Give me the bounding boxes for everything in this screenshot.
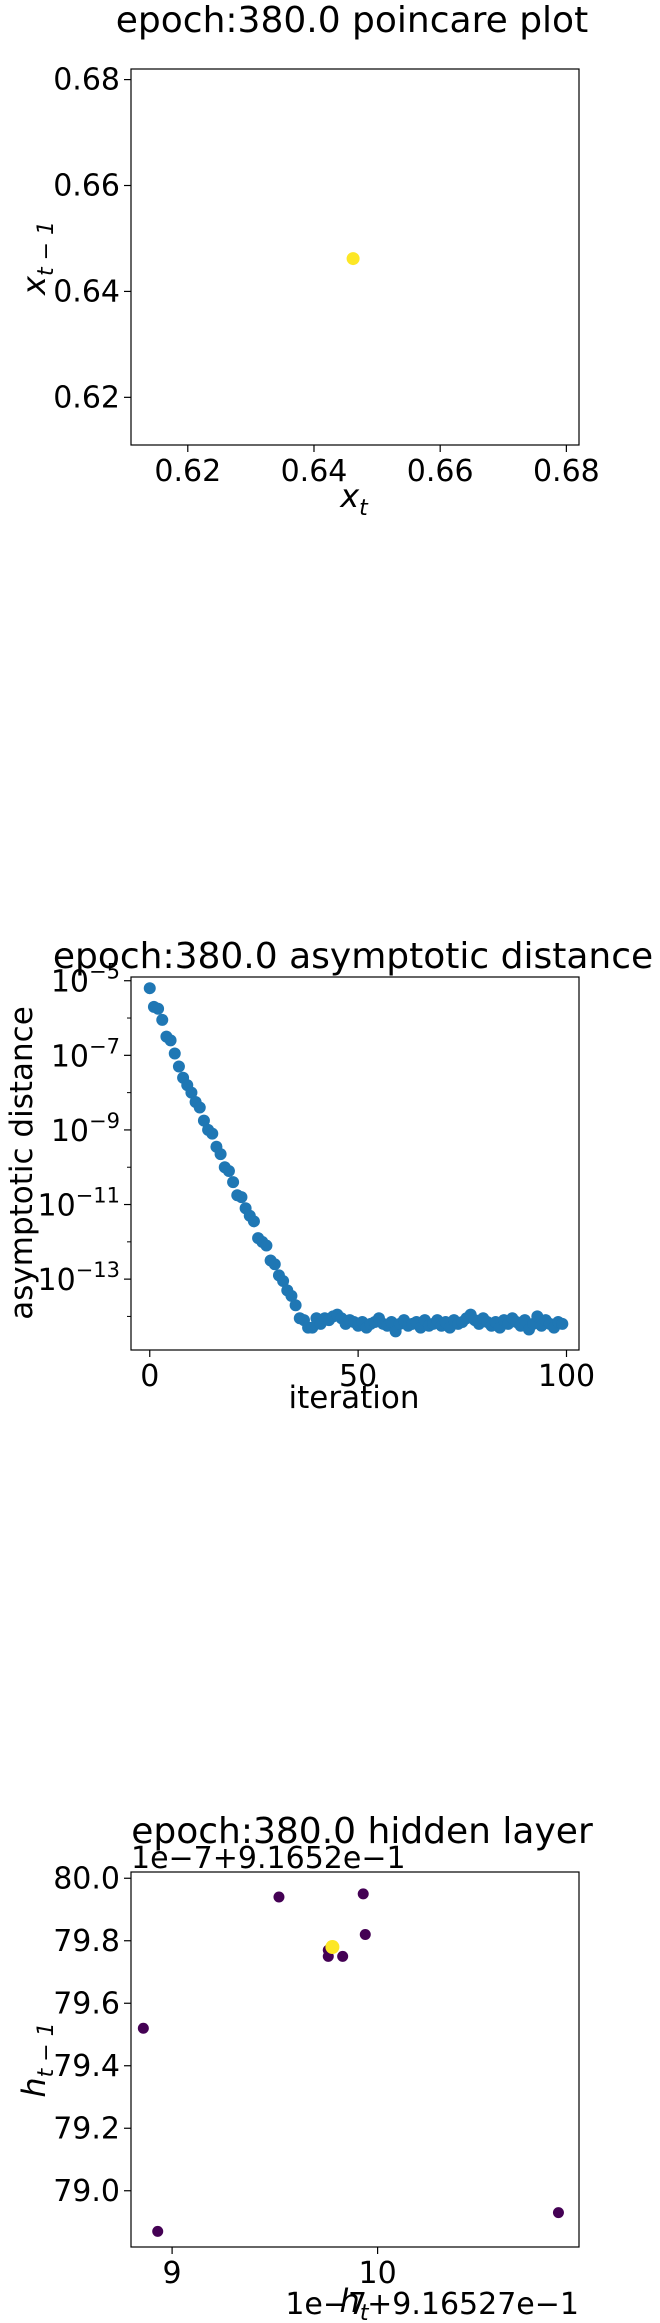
hidden-point — [357, 1888, 369, 1900]
hidden-y-tick-label: 79.6 — [53, 1986, 120, 2021]
asymptotic-point — [222, 1164, 235, 1177]
asymptotic-x-tick-label: 0 — [140, 1359, 159, 1394]
asymptotic-point — [164, 1034, 177, 1047]
hidden-y-tick-label: 79.2 — [53, 2111, 120, 2146]
poincare-x-label-main: x — [339, 477, 360, 515]
asymptotic-distance-title: epoch:380.0 asymptotic distance — [53, 936, 653, 977]
hidden-layer-title: epoch:380.0 hidden layer — [131, 1811, 593, 1852]
hidden-layer-y-offset-label: 1e−7+9.1652e−1 — [131, 1841, 406, 1876]
asymptotic-y-tick-label: 10−9 — [51, 1109, 120, 1149]
hidden-point — [325, 1940, 340, 1954]
asymptotic-point — [185, 1086, 198, 1099]
hidden-x-axis-label: ht — [340, 2282, 370, 2323]
hidden-y-axis-label: ht − 1 — [15, 2022, 59, 2097]
asymptotic-point — [247, 1215, 260, 1228]
asymptotic-point — [206, 1127, 219, 1140]
hidden-points — [137, 1888, 564, 2237]
hidden-layer-panel: epoch:380.0 hidden layer 1e−7+9.1652e−1 … — [15, 1811, 593, 2323]
hidden-x-ticks: 9 10 — [163, 2247, 397, 2291]
hidden-y-tick-label: 79.4 — [53, 2049, 120, 2084]
asymptotic-point — [289, 1299, 302, 1312]
hidden-x-offset-label: 1e−7+9.16527e−1 — [285, 2287, 579, 2322]
hidden-y-tick-label: 80.0 — [53, 1861, 120, 1896]
asymptotic-point — [172, 1060, 185, 1073]
hidden-point — [152, 2225, 164, 2237]
asymptotic-point — [268, 1258, 281, 1271]
asymptotic-point — [235, 1191, 248, 1204]
poincare-y-label-sub: t − 1 — [34, 221, 59, 276]
asymptotic-distance-plot-area — [130, 976, 580, 1351]
hidden-y-label-sub: t − 1 — [34, 2022, 59, 2077]
poincare-y-tick-label: 0.68 — [53, 63, 120, 98]
asymptotic-y-tick-label: 10−5 — [51, 960, 120, 1000]
asymptotic-point — [143, 982, 156, 995]
poincare-y-tick-label: 0.64 — [53, 274, 120, 309]
hidden-point — [137, 2022, 149, 2034]
asymptotic-point — [227, 1176, 240, 1189]
asymptotic-point — [556, 1317, 569, 1330]
poincare-plot-area — [130, 68, 580, 446]
poincare-y-tick-label: 0.62 — [53, 380, 120, 415]
poincare-y-ticks: 0.62 0.64 0.66 0.68 — [53, 63, 131, 415]
hidden-x-label-main: h — [340, 2282, 360, 2320]
asymptotic-point — [285, 1289, 298, 1302]
asymptotic-x-ticks: 0 50 100 — [140, 1350, 595, 1394]
asymptotic-point — [168, 1047, 181, 1060]
poincare-point — [346, 252, 360, 266]
hidden-y-ticks: 79.0 79.2 79.4 79.6 79.8 80.0 — [53, 1861, 131, 2209]
asymptotic-points — [143, 982, 569, 1338]
asymptotic-x-tick-label: 100 — [538, 1359, 595, 1394]
asymptotic-y-tick-label: 10−11 — [37, 1184, 120, 1224]
hidden-x-label-sub: t — [360, 2301, 370, 2323]
hidden-point — [552, 2207, 564, 2219]
poincare-x-ticks: 0.62 0.64 0.66 0.68 — [154, 445, 600, 489]
asymptotic-point — [260, 1239, 273, 1252]
asymptotic-point — [193, 1101, 206, 1114]
hidden-point — [337, 1950, 349, 1962]
asymptotic-distance-panel: epoch:380.0 asymptotic distance 0 50 100 1… — [4, 936, 653, 1416]
hidden-y-tick-label: 79.0 — [53, 2174, 120, 2209]
asymptotic-x-tick-label: 50 — [339, 1359, 377, 1394]
asymptotic-point — [277, 1274, 290, 1287]
asymptotic-x-axis-label: iteration — [289, 1380, 420, 1416]
poincare-x-axis-label: xt — [339, 477, 369, 521]
hidden-point — [273, 1891, 285, 1903]
poincare-y-label-main: x — [15, 275, 53, 296]
asymptotic-point — [152, 1002, 165, 1015]
asymptotic-point — [214, 1148, 227, 1161]
poincare-y-axis-label: xt − 1 — [15, 221, 59, 296]
asymptotic-point — [156, 1013, 169, 1026]
poincare-plot-panel: epoch:380.0 poincare plot 0.62 0.64 0.66 0.… — [15, 0, 600, 521]
poincare-x-tick-label: 0.64 — [281, 454, 348, 489]
asymptotic-y-ticks: 10−5 10−7 10−9 10−11 10−13 — [37, 960, 131, 1317]
poincare-x-tick-label: 0.68 — [533, 454, 600, 489]
poincare-points — [346, 252, 360, 266]
poincare-x-tick-label: 0.62 — [154, 454, 221, 489]
hidden-y-label-main: h — [15, 2077, 53, 2097]
hidden-layer-plot-area — [130, 1871, 580, 2248]
hidden-point — [359, 1929, 371, 1940]
asymptotic-point — [197, 1114, 210, 1127]
asymptotic-y-tick-label: 10−13 — [37, 1258, 120, 1298]
poincare-x-tick-label: 0.66 — [407, 454, 474, 489]
poincare-y-tick-label: 0.66 — [53, 169, 120, 204]
hidden-y-tick-label: 79.8 — [53, 1924, 120, 1959]
poincare-plot-title: epoch:380.0 poincare plot — [116, 0, 588, 41]
poincare-x-label-sub: t — [359, 496, 369, 521]
hidden-x-tick-label: 9 — [163, 2256, 182, 2291]
hidden-x-tick-label: 10 — [359, 2256, 397, 2291]
asymptotic-y-axis-label: asymptotic distance — [4, 1006, 40, 1320]
asymptotic-y-tick-label: 10−7 — [51, 1034, 120, 1074]
